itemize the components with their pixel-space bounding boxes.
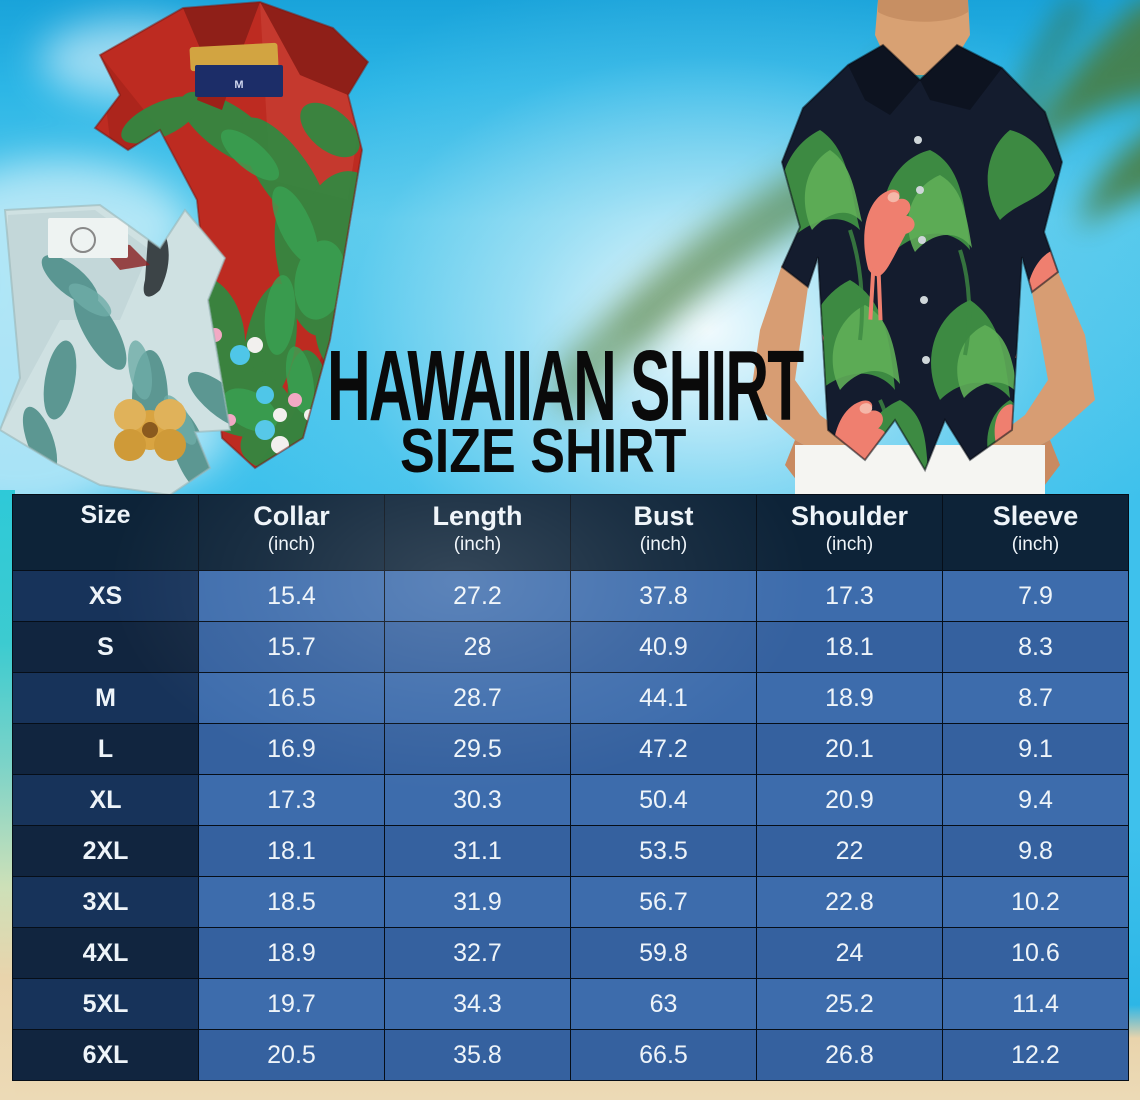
svg-text:M: M bbox=[234, 79, 243, 91]
